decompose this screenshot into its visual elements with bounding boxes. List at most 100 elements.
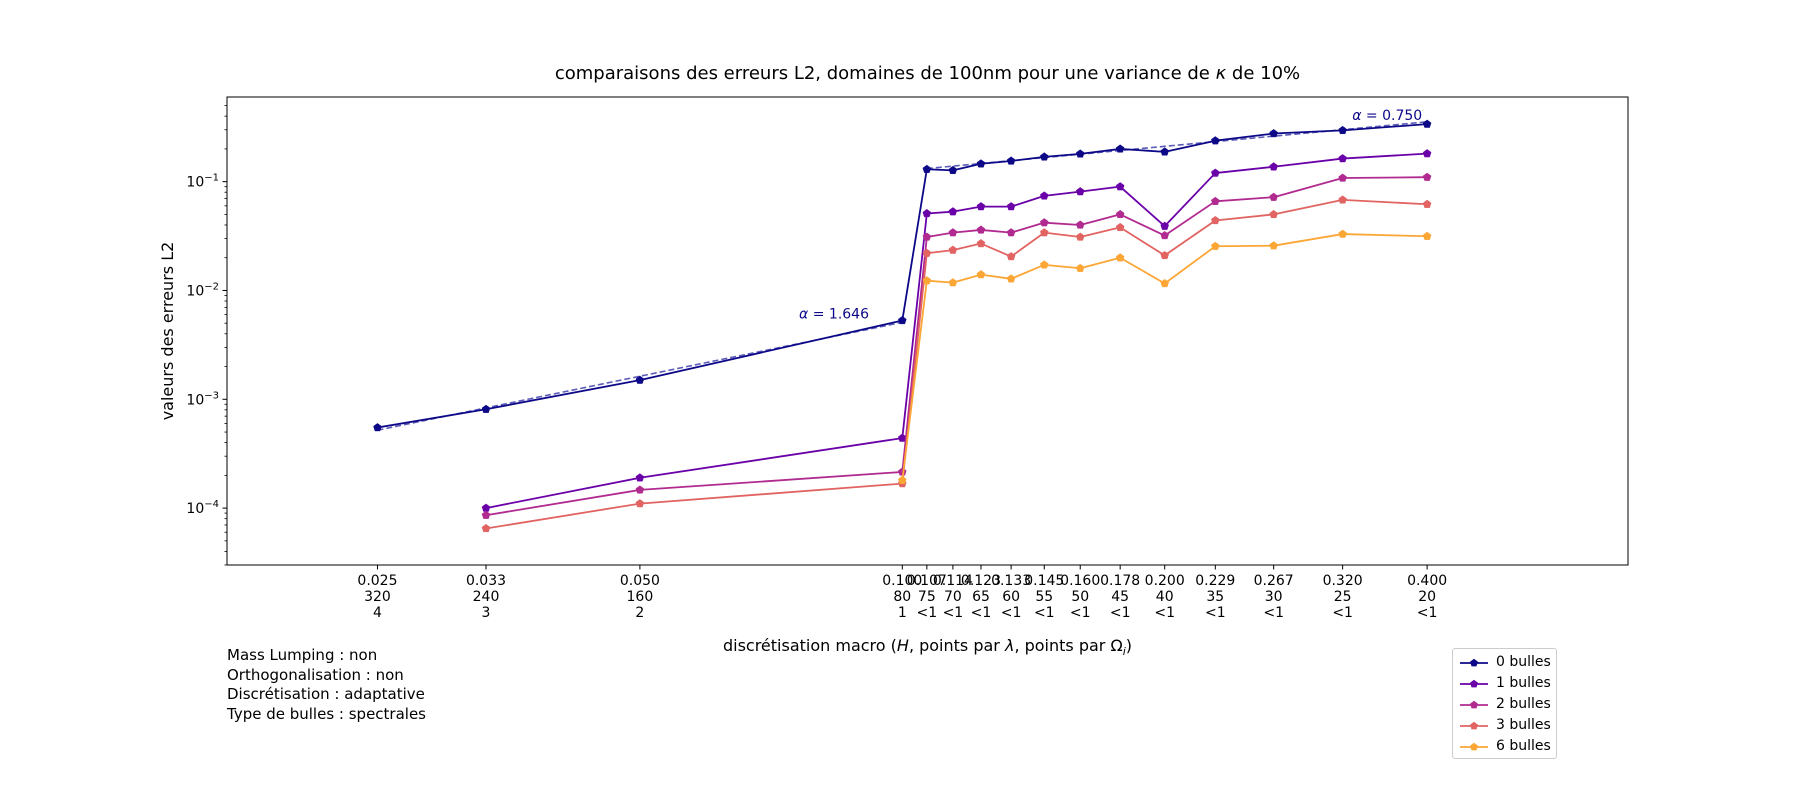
x-tick-label: 0.160 50 <1 <box>1060 573 1100 621</box>
legend-swatch-4 <box>1460 742 1488 751</box>
series-1 <box>481 149 1432 512</box>
y-tick-label: 10−1 <box>186 173 219 191</box>
legend-item-1: 1 bulles <box>1453 674 1556 694</box>
fit-annotation-0: α = 1.646 <box>799 307 869 323</box>
data-point <box>948 207 958 216</box>
data-point <box>922 208 932 218</box>
series-0 <box>373 119 1432 432</box>
data-point <box>373 423 382 432</box>
data-point <box>1039 260 1049 269</box>
data-point <box>922 276 932 285</box>
x-tick-label: 0.178 45 <1 <box>1100 573 1140 621</box>
data-point <box>1160 147 1169 156</box>
param-orthogonalisation: Orthogonalisation : non <box>227 665 404 684</box>
data-point <box>1039 152 1049 161</box>
data-point <box>1338 173 1347 182</box>
x-axis-label: discrétisation macro (H, points par λ, p… <box>723 636 1132 658</box>
series-line-2 <box>485 176 1428 517</box>
data-point <box>976 159 986 168</box>
x-tick-label: 0.033 240 3 <box>466 573 506 621</box>
data-point <box>1075 232 1085 241</box>
series-4 <box>898 229 1432 484</box>
param-discretisation: Discrétisation : adaptative <box>227 685 425 703</box>
data-point <box>1269 162 1278 171</box>
x-tick-label: 0.320 25 <1 <box>1323 573 1363 621</box>
x-tick-label: 0.400 20 <1 <box>1407 573 1447 621</box>
y-axis-label: valeurs des erreurs L2 <box>158 242 177 421</box>
data-point <box>481 404 491 413</box>
x-tick-label: 0.145 55 <1 <box>1024 573 1064 621</box>
data-point <box>1075 263 1085 272</box>
data-point <box>948 228 958 237</box>
series-2 <box>481 172 1432 519</box>
data-point <box>1006 274 1016 283</box>
data-point <box>922 232 932 241</box>
x-tick-label: 0.107 75 <1 <box>907 573 947 621</box>
x-tick-label: 0.133 60 <1 <box>991 573 1031 621</box>
data-point <box>1006 202 1016 211</box>
data-point <box>976 270 986 279</box>
data-point <box>922 248 932 257</box>
legend-swatch-0 <box>1460 658 1488 667</box>
legend-swatch-marker <box>1470 679 1478 688</box>
x-tick-label: 0.025 320 4 <box>357 573 397 621</box>
data-point <box>948 278 958 287</box>
x-tick-label: 0.200 40 <1 <box>1145 573 1185 621</box>
legend-item-3: 3 bulles <box>1453 716 1556 736</box>
legend-label: 0 bulles <box>1496 654 1551 670</box>
data-point <box>898 315 907 325</box>
data-point <box>948 165 958 175</box>
data-point <box>1338 229 1347 238</box>
data-point <box>481 510 491 519</box>
data-point <box>922 164 932 173</box>
data-point <box>1422 199 1432 208</box>
legend: 0 bulles 1 bulles 2 bulles 3 bulles 6 bu… <box>1452 648 1557 759</box>
data-point <box>1115 182 1125 191</box>
data-point <box>635 473 645 482</box>
legend-swatch-marker <box>1470 721 1478 730</box>
x-tick-label: 0.123 65 <1 <box>961 573 1001 621</box>
data-point <box>1338 195 1347 204</box>
x-tick-label: 0.050 160 2 <box>620 573 660 621</box>
data-point <box>976 202 986 211</box>
fit-annotation-1: α = 0.750 <box>1352 108 1422 124</box>
data-point <box>1160 250 1169 260</box>
param-mass-lumping: Mass Lumping : non <box>227 646 378 664</box>
chart-title: comparaisons des erreurs L2, domaines de… <box>555 63 1300 84</box>
data-point <box>1039 218 1049 227</box>
data-point <box>1039 191 1049 200</box>
legend-item-4: 6 bulles <box>1453 737 1556 757</box>
y-tick-label: 10−4 <box>186 499 219 517</box>
legend-item-2: 2 bulles <box>1453 695 1556 715</box>
legend-swatch-marker <box>1470 742 1478 751</box>
legend-item-0: 0 bulles <box>1453 653 1556 673</box>
data-point <box>1115 209 1125 219</box>
data-point <box>1269 241 1278 250</box>
data-point <box>1211 168 1220 177</box>
data-point <box>1160 278 1169 288</box>
data-point <box>1338 125 1347 135</box>
data-point <box>1211 196 1220 205</box>
data-point <box>635 375 645 384</box>
data-point <box>1075 187 1085 196</box>
data-point <box>1160 231 1169 240</box>
data-point <box>1039 228 1049 237</box>
plot-frame <box>226 96 1629 566</box>
data-point <box>481 523 491 533</box>
data-point <box>948 245 958 254</box>
data-point <box>1422 149 1432 158</box>
data-point <box>1422 119 1432 128</box>
data-point <box>1269 209 1278 219</box>
legend-swatch-marker <box>1470 658 1478 667</box>
data-point <box>481 503 491 512</box>
legend-label: 6 bulles <box>1496 738 1551 754</box>
legend-swatch-marker <box>1470 700 1478 709</box>
data-point <box>976 239 986 248</box>
data-point <box>1211 136 1220 145</box>
legend-label: 3 bulles <box>1496 717 1551 733</box>
data-point <box>1115 222 1125 232</box>
legend-label: 2 bulles <box>1496 696 1551 712</box>
data-point <box>1006 252 1016 261</box>
legend-swatch-2 <box>1460 700 1488 709</box>
data-point <box>1115 253 1125 262</box>
